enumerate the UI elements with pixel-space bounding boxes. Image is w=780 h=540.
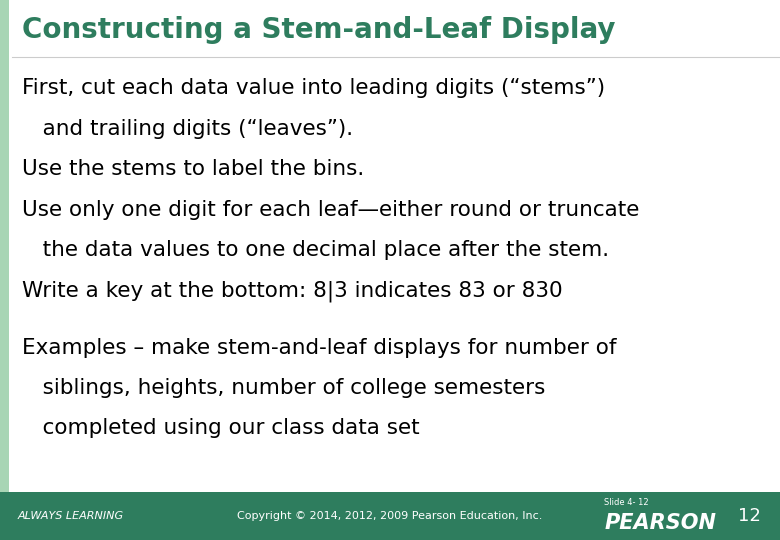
Text: 12: 12 xyxy=(738,507,760,525)
Text: siblings, heights, number of college semesters: siblings, heights, number of college sem… xyxy=(22,378,545,398)
Text: and trailing digits (“leaves”).: and trailing digits (“leaves”). xyxy=(22,119,353,139)
Bar xyxy=(0,492,780,540)
Text: First, cut each data value into leading digits (“stems”): First, cut each data value into leading … xyxy=(22,78,605,98)
Text: Copyright © 2014, 2012, 2009 Pearson Education, Inc.: Copyright © 2014, 2012, 2009 Pearson Edu… xyxy=(237,511,543,521)
Text: Write a key at the bottom: 8|3 indicates 83 or 830: Write a key at the bottom: 8|3 indicates… xyxy=(22,281,562,302)
Text: Constructing a Stem-and-Leaf Display: Constructing a Stem-and-Leaf Display xyxy=(22,16,615,44)
Text: PEARSON: PEARSON xyxy=(604,514,717,534)
Text: Use only one digit for each leaf—either round or truncate: Use only one digit for each leaf—either … xyxy=(22,200,640,220)
Text: Slide 4- 12: Slide 4- 12 xyxy=(604,498,649,508)
Text: Examples – make stem-and-leaf displays for number of: Examples – make stem-and-leaf displays f… xyxy=(22,338,616,357)
Text: completed using our class data set: completed using our class data set xyxy=(22,418,420,438)
Bar xyxy=(0,0,9,492)
Text: Use the stems to label the bins.: Use the stems to label the bins. xyxy=(22,159,364,179)
Text: ALWAYS LEARNING: ALWAYS LEARNING xyxy=(17,511,123,521)
Text: the data values to one decimal place after the stem.: the data values to one decimal place aft… xyxy=(22,240,609,260)
